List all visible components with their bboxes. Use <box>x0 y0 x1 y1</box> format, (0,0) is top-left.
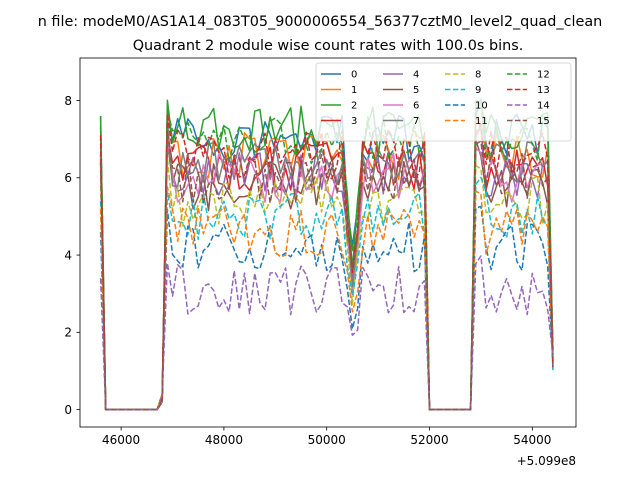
x-tick-label: 54000 <box>513 433 551 447</box>
legend-label-13: 13 <box>537 85 550 96</box>
series-line-9 <box>99 176 554 411</box>
series-line-10 <box>99 205 554 411</box>
plot-area: 46000 48000 50000 52000 54000024680123456789… <box>64 57 577 447</box>
series-line-15 <box>99 132 554 411</box>
series-line-11 <box>99 186 554 411</box>
legend-label-14: 14 <box>537 101 550 112</box>
legend-label-15: 15 <box>537 116 550 127</box>
legend-label-5: 5 <box>413 85 419 96</box>
y-tick-label: 0 <box>64 403 72 417</box>
x-tick-label: 52000 <box>410 433 448 447</box>
legend-label-11: 11 <box>475 116 488 127</box>
legend-label-7: 7 <box>413 116 419 127</box>
legend-label-8: 8 <box>475 70 481 81</box>
x-tick-label: 50000 <box>308 433 346 447</box>
legend-label-1: 1 <box>351 85 357 96</box>
series-line-8 <box>99 157 554 411</box>
legend-box <box>315 62 572 142</box>
x-axis-offset-label: +5.099e8 <box>517 454 576 468</box>
x-tick-label: 46000 <box>102 433 140 447</box>
legend-label-12: 12 <box>537 70 550 81</box>
legend-label-0: 0 <box>351 70 357 81</box>
legend-label-9: 9 <box>475 85 481 96</box>
legend-label-3: 3 <box>351 116 357 127</box>
chart-title: Quadrant 2 module wise count rates with … <box>133 38 524 54</box>
y-tick-label: 4 <box>64 248 72 262</box>
y-tick-label: 2 <box>64 326 72 340</box>
series-line-6 <box>99 137 554 411</box>
x-tick-label: 48000 <box>205 433 243 447</box>
y-tick-label: 8 <box>64 94 72 108</box>
legend-label-4: 4 <box>413 70 419 81</box>
axes-frame <box>79 57 577 428</box>
figure-suptitle: n file: modeM0/AS1A14_083T05_9000006554_… <box>38 14 603 30</box>
series-line-14 <box>99 255 554 411</box>
legend-label-6: 6 <box>413 101 419 112</box>
legend-label-2: 2 <box>351 101 357 112</box>
legend-label-10: 10 <box>475 101 488 112</box>
y-tick-label: 6 <box>64 171 72 185</box>
